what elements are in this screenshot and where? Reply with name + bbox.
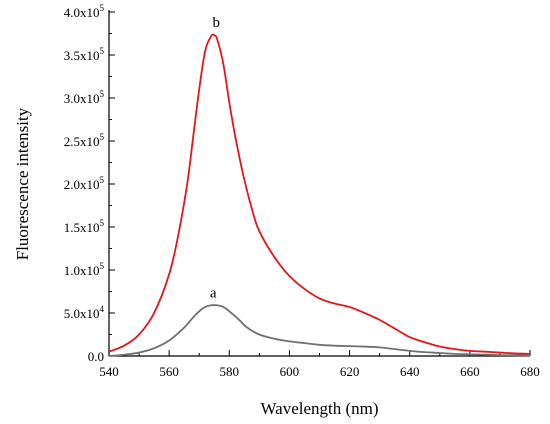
x-tick-label: 640 [400,364,420,379]
x-tick-label: 600 [280,364,300,379]
series-line-a [108,304,531,357]
y-axis-title: Fluorescence intensity [13,107,32,260]
y-tick-label: 4.0x105 [64,3,105,20]
x-tick-label: 580 [220,364,240,379]
y-ticks: 0.0 5.0x104 1.0x105 1.5x105 2.0x105 2.5x105 3.… [64,3,115,364]
y-tick-label: 2.5x105 [64,132,105,149]
x-tick-label: 660 [460,364,480,379]
x-tick-label: 680 [520,364,540,379]
y-tick-label: 3.0x105 [64,89,105,106]
x-tick-label: 560 [159,364,179,379]
y-tick-label: 0.0 [88,349,104,364]
x-tick-label: 540 [99,364,119,379]
series-layer: ba [108,15,531,357]
x-tick-label: 620 [340,364,360,379]
y-tick-label: 3.5x105 [64,46,105,63]
y-tick-label: 1.0x105 [64,261,105,278]
y-tick-label: 1.5x105 [64,218,105,235]
y-tick-label: 2.0x105 [64,175,105,192]
curve-label-a: a [210,285,217,301]
x-ticks: 540 560 580 600 620 640 660 680 [99,350,540,379]
x-axis-title: Wavelength (nm) [260,399,378,418]
axes [108,10,530,357]
series-line-b [108,33,531,355]
y-tick-label: 5.0x104 [64,304,105,321]
curve-label-b: b [213,15,221,31]
